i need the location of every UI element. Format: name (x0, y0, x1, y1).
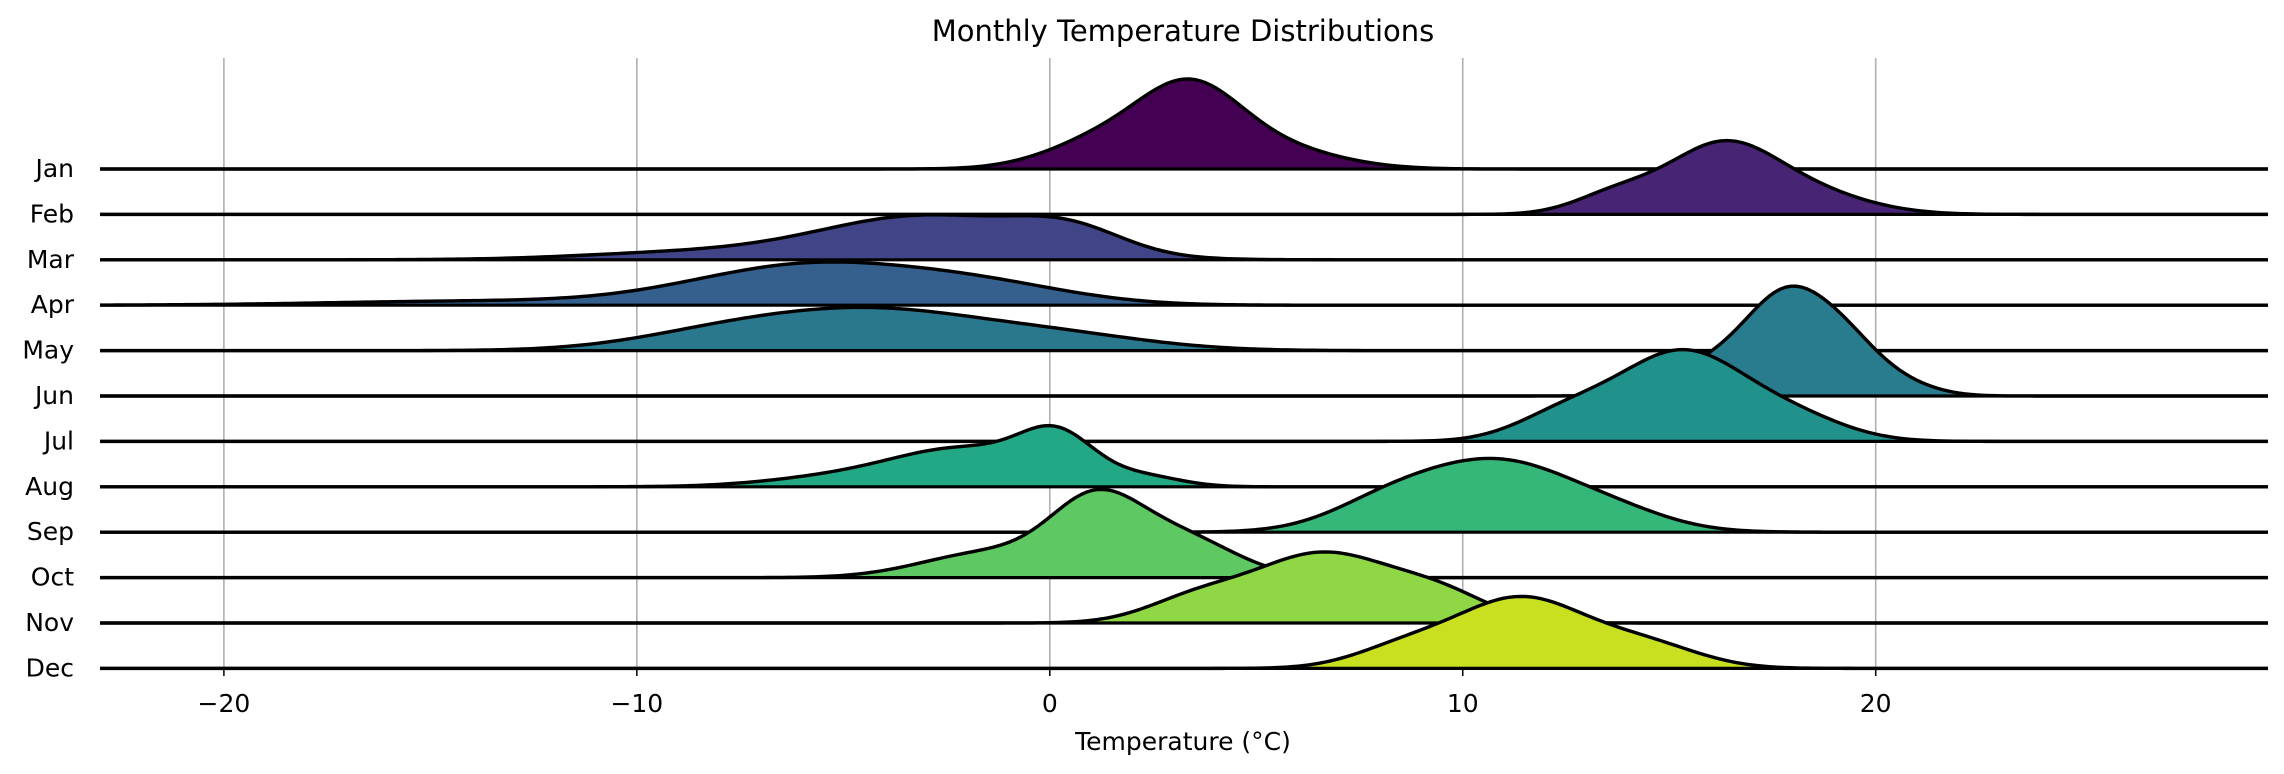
ridges (99, 77, 2268, 671)
ridge-outline (100, 423, 2268, 489)
x-tick-label: −10 (610, 689, 663, 718)
ridge-fill (1173, 458, 1794, 533)
ridge-fill (1504, 140, 1959, 215)
y-label-feb: Feb (30, 199, 74, 228)
ridge-fill (1049, 551, 1546, 623)
ridge-fill (843, 489, 1381, 578)
ridge-jun (100, 284, 2268, 398)
ridge-may (100, 305, 2268, 353)
y-label-aug: Aug (25, 472, 74, 501)
ridge-jul (100, 347, 2268, 444)
ridge-fill (347, 307, 1339, 351)
ridge-feb (100, 138, 2268, 217)
y-label-mar: Mar (27, 245, 75, 274)
ridge-mar (100, 213, 2268, 262)
ridge-outline (100, 456, 2268, 534)
x-tick-label: 0 (1042, 689, 1058, 718)
y-label-sep: Sep (27, 517, 74, 546)
y-label-nov: Nov (25, 608, 74, 637)
ridge-dec (100, 594, 2268, 671)
ridge-sep (100, 456, 2268, 534)
ridge-fill (1545, 286, 2041, 396)
ridge-nov (100, 550, 2268, 625)
chart-title: Monthly Temperature Distributions (932, 14, 1435, 48)
x-tick-label: 10 (1447, 689, 1479, 718)
x-axis-label: Temperature (°C) (1074, 727, 1291, 756)
ridge-outline (99, 260, 2268, 307)
ridge-aug (100, 423, 2268, 489)
ridge-jan (100, 77, 2268, 171)
y-label-jul: Jul (42, 426, 74, 455)
ridge-oct (100, 487, 2268, 580)
x-axis-ticks: −20 −10 0 10 20 (198, 668, 1892, 718)
y-label-may: May (22, 336, 74, 365)
ridge-fill (678, 425, 1298, 487)
ridge-fill (1462, 349, 1917, 442)
y-label-jun: Jun (33, 381, 74, 410)
y-label-apr: Apr (31, 290, 75, 319)
y-label-dec: Dec (26, 653, 74, 682)
y-axis-labels: Jan Feb Mar Apr May Jun Jul Aug Sep Oct Nov Dec (22, 154, 74, 682)
y-label-oct: Oct (31, 563, 74, 592)
ridge-fill (967, 79, 1422, 169)
x-tick-label: 20 (1860, 689, 1892, 718)
x-tick-label: −20 (198, 689, 251, 718)
ridge-outline (100, 213, 2268, 262)
ridge-apr (99, 260, 2268, 307)
ridge-fill (1297, 596, 1794, 669)
ridge-outline (100, 305, 2268, 353)
y-label-jan: Jan (33, 154, 74, 183)
ridge-fill (306, 214, 1298, 260)
